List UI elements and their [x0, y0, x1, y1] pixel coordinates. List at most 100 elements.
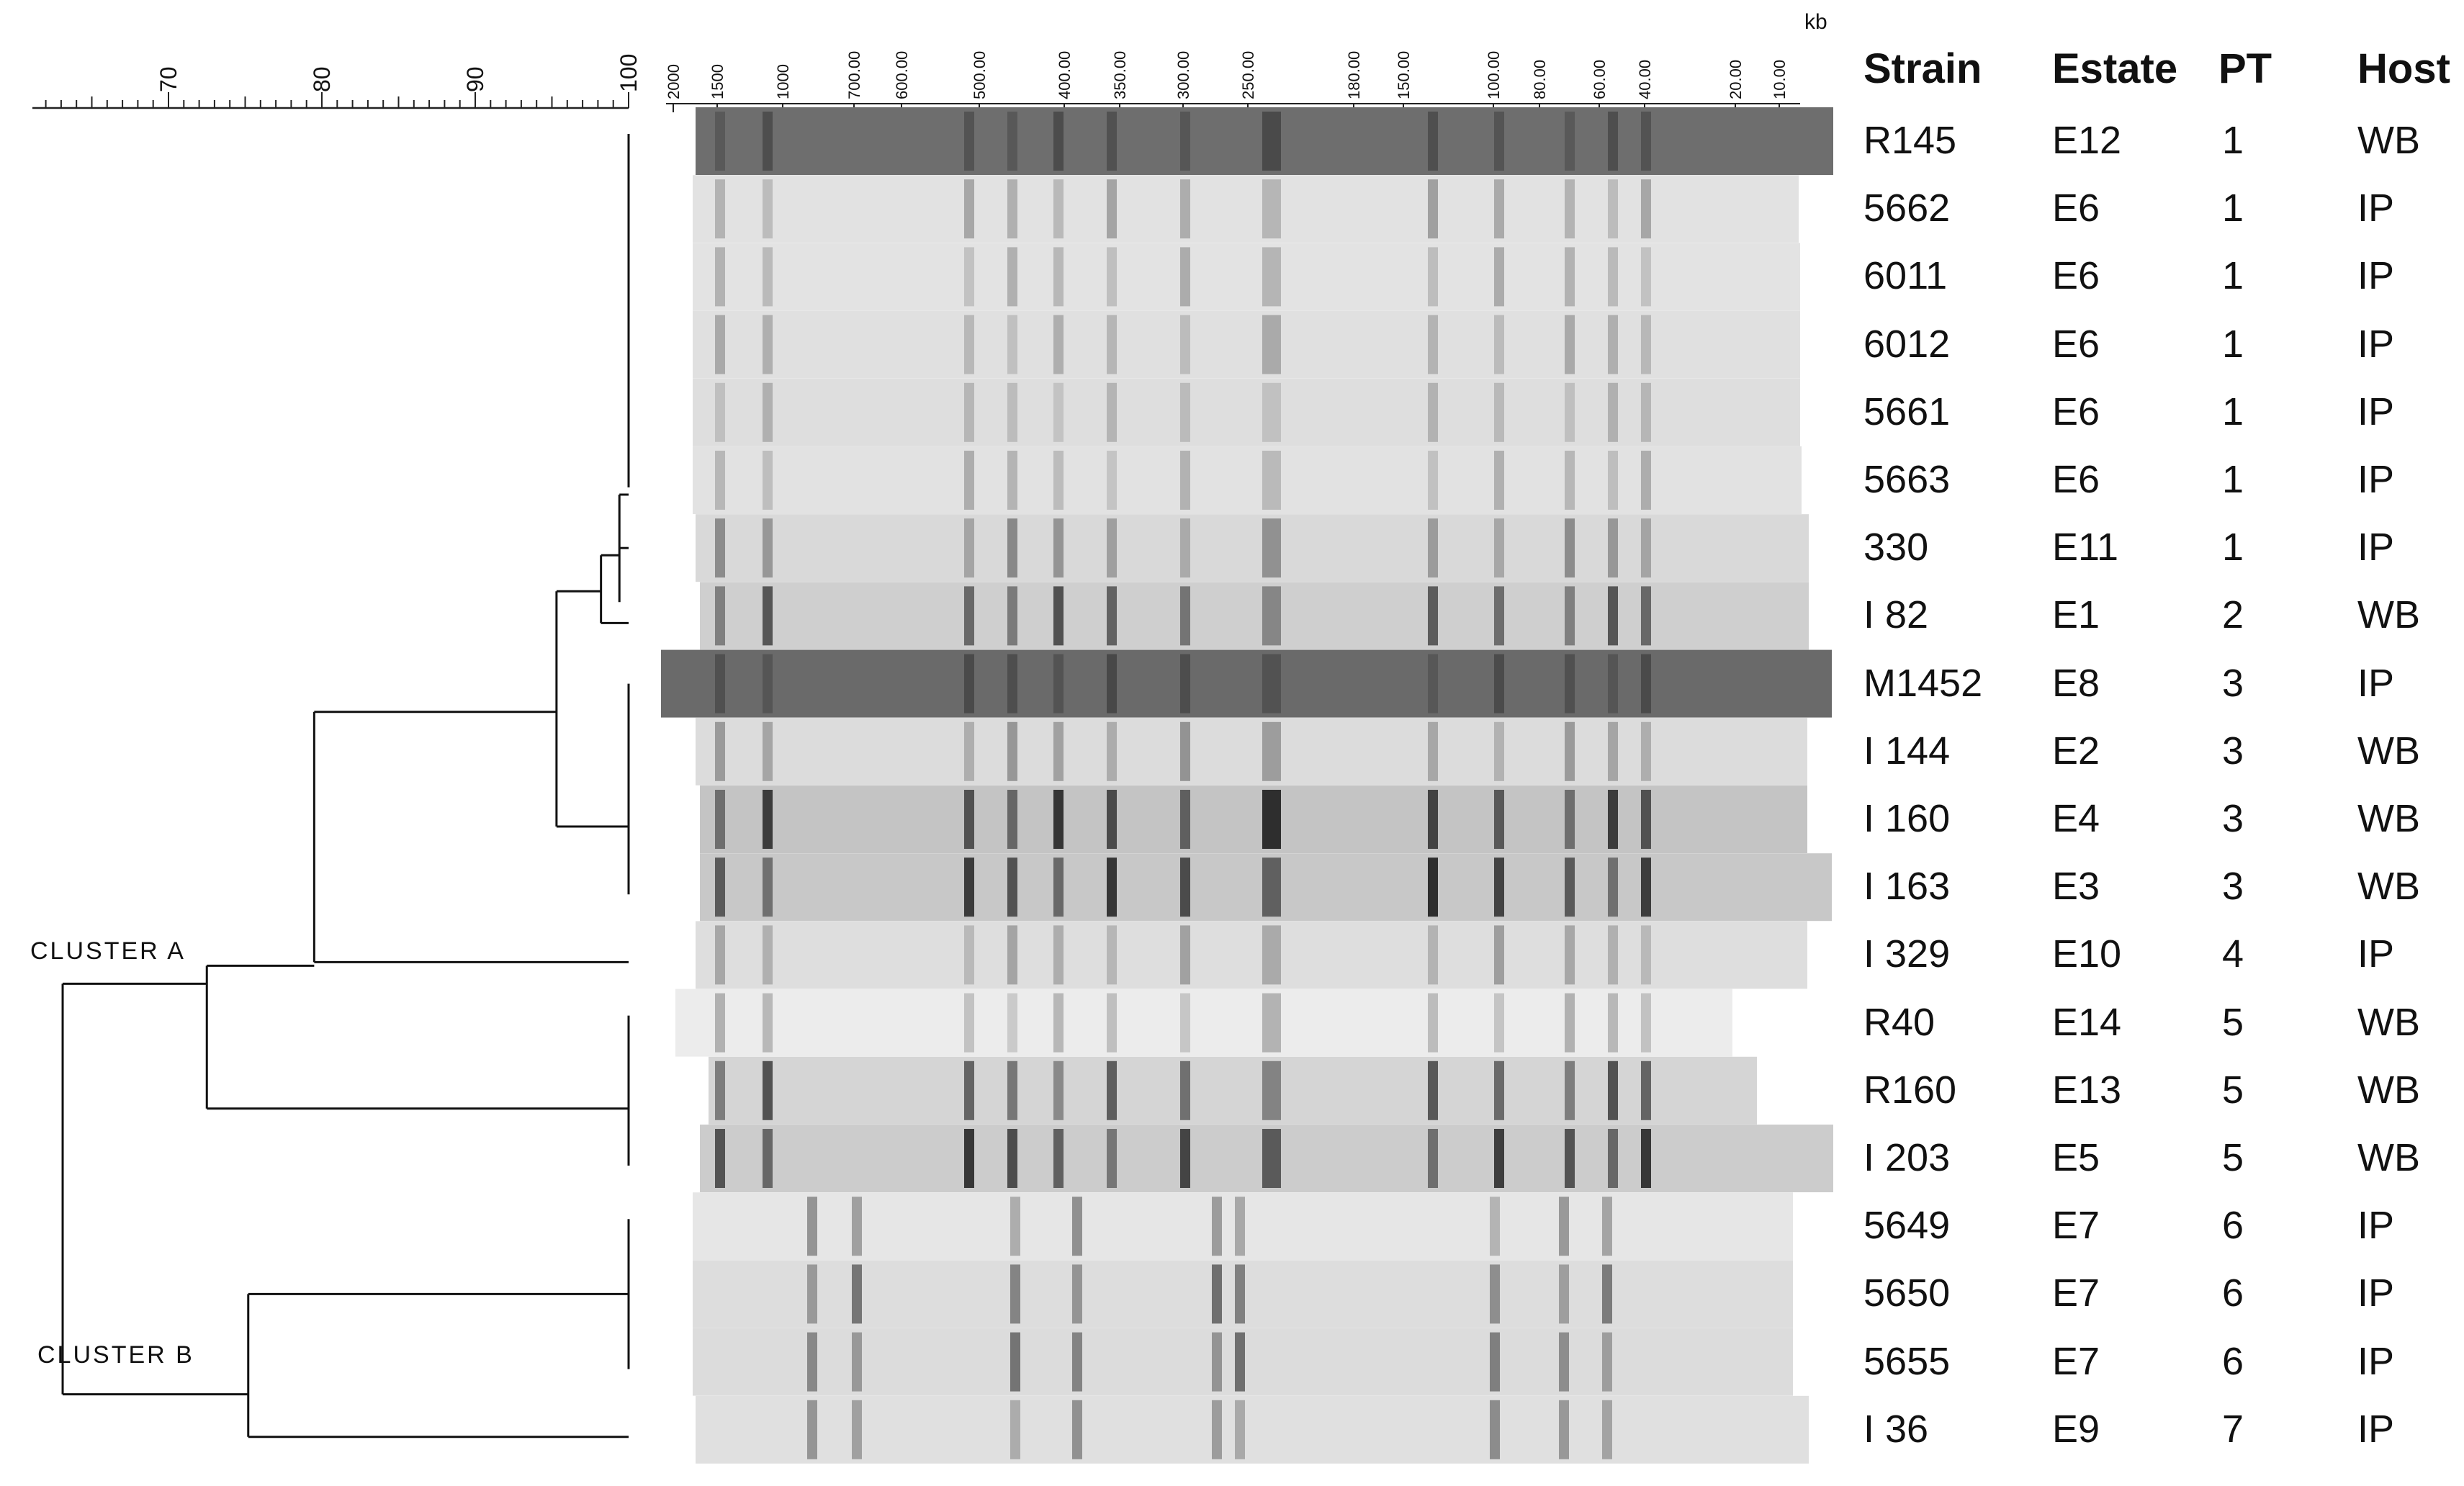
gel-band — [1007, 1129, 1017, 1188]
gel-lane — [693, 310, 1800, 379]
gel-band — [1180, 518, 1190, 578]
gel-band — [1608, 451, 1618, 510]
gel-band — [1107, 518, 1117, 578]
gel-band — [1428, 247, 1438, 307]
gel-band — [1235, 1264, 1245, 1324]
cell-host: IP — [2357, 1271, 2395, 1315]
gel-band — [1608, 790, 1618, 849]
cell-strain: 5655 — [1863, 1339, 1951, 1383]
gel-band — [1053, 112, 1064, 171]
gel-band — [1072, 1332, 1082, 1392]
gel-band — [1559, 1400, 1569, 1459]
gel-band — [1494, 925, 1504, 985]
gel-band — [964, 112, 974, 171]
cell-pt: 2 — [2222, 593, 2244, 637]
gel-band — [1428, 721, 1438, 781]
cell-host: WB — [2357, 1136, 2420, 1179]
marker-tick-label: 350.00 — [1111, 51, 1129, 99]
gel-band — [1053, 518, 1064, 578]
cell-strain: 6011 — [1863, 254, 1948, 298]
gel-band — [1010, 1400, 1020, 1459]
cell-host: WB — [2357, 1068, 2420, 1112]
gel-band — [763, 857, 773, 917]
gel-band — [1107, 790, 1117, 849]
gel-lane — [693, 378, 1800, 446]
gel-band — [1053, 315, 1064, 374]
gel-band — [1107, 1129, 1117, 1188]
gel-band — [1262, 925, 1281, 985]
cell-host: IP — [2357, 254, 2395, 298]
gel-band — [715, 654, 725, 713]
gel-band — [964, 993, 974, 1053]
cell-estate: E6 — [2052, 254, 2100, 298]
cell-host: IP — [2357, 1339, 2395, 1383]
gel-band — [1007, 179, 1017, 239]
gel-band — [1608, 654, 1618, 713]
cell-strain: I 329 — [1863, 932, 1951, 976]
gel-band — [1494, 247, 1504, 307]
cell-host: WB — [2357, 119, 2420, 162]
gel-band — [763, 586, 773, 646]
gel-band — [1107, 993, 1117, 1053]
gel-band — [964, 857, 974, 917]
gel-band — [1107, 857, 1117, 917]
gel-band — [1235, 1332, 1245, 1392]
cell-estate: E6 — [2052, 458, 2100, 501]
gel-band — [1641, 518, 1651, 578]
gel-band — [1565, 586, 1575, 646]
cell-strain: I 144 — [1863, 729, 1951, 773]
gel-band — [1053, 993, 1064, 1053]
gel-band — [1262, 112, 1281, 171]
gel-band — [1565, 1061, 1575, 1120]
gel-band — [1641, 857, 1651, 917]
gel-band — [1212, 1264, 1222, 1324]
cell-estate: E11 — [2052, 526, 2119, 569]
gel-band — [1107, 247, 1117, 307]
gel-band — [807, 1264, 817, 1324]
gel-band — [763, 1129, 773, 1188]
gel-band — [1565, 1129, 1575, 1188]
gel-band — [1072, 1264, 1082, 1324]
cell-pt: 5 — [2222, 1000, 2244, 1044]
marker-tick-label: 2000 — [665, 64, 683, 99]
gel-band — [1007, 654, 1017, 713]
gel-band — [1428, 925, 1438, 985]
gel-band — [1180, 315, 1190, 374]
cell-strain: I 160 — [1863, 797, 1951, 840]
cell-estate: E8 — [2052, 661, 2100, 705]
gel-band — [1262, 1061, 1281, 1120]
gel-band — [1565, 518, 1575, 578]
gel-band — [715, 586, 725, 646]
gel-band — [1007, 518, 1017, 578]
cell-pt: 1 — [2222, 186, 2244, 230]
gel-band — [763, 790, 773, 849]
cell-strain: R40 — [1863, 1000, 1935, 1044]
gel-band — [1494, 382, 1504, 442]
gel-band — [1072, 1400, 1082, 1459]
marker-tick-label: 250.00 — [1239, 51, 1257, 99]
cell-strain: 330 — [1863, 526, 1929, 569]
gel-band — [763, 721, 773, 781]
gel-band — [1641, 382, 1651, 442]
gel-lane — [661, 649, 1832, 718]
cell-pt: 6 — [2222, 1339, 2244, 1383]
gel-band — [852, 1197, 862, 1256]
gel-band — [1608, 112, 1618, 171]
gel-band — [1494, 518, 1504, 578]
cell-host: IP — [2357, 526, 2395, 569]
cell-strain: 5663 — [1863, 458, 1951, 501]
gel-band — [1641, 721, 1651, 781]
gel-band — [1608, 518, 1618, 578]
similarity-tick-label: 90 — [462, 66, 488, 92]
cell-pt: 1 — [2222, 119, 2244, 162]
gel-band — [1107, 654, 1117, 713]
gel-band — [1559, 1264, 1569, 1324]
gel-band — [1641, 790, 1651, 849]
gel-band — [715, 1061, 725, 1120]
gel-band — [1641, 315, 1651, 374]
gel-band — [763, 112, 773, 171]
gel-band — [964, 179, 974, 239]
gel-band — [763, 451, 773, 510]
cell-host: WB — [2357, 593, 2420, 637]
gel-band — [1494, 315, 1504, 374]
